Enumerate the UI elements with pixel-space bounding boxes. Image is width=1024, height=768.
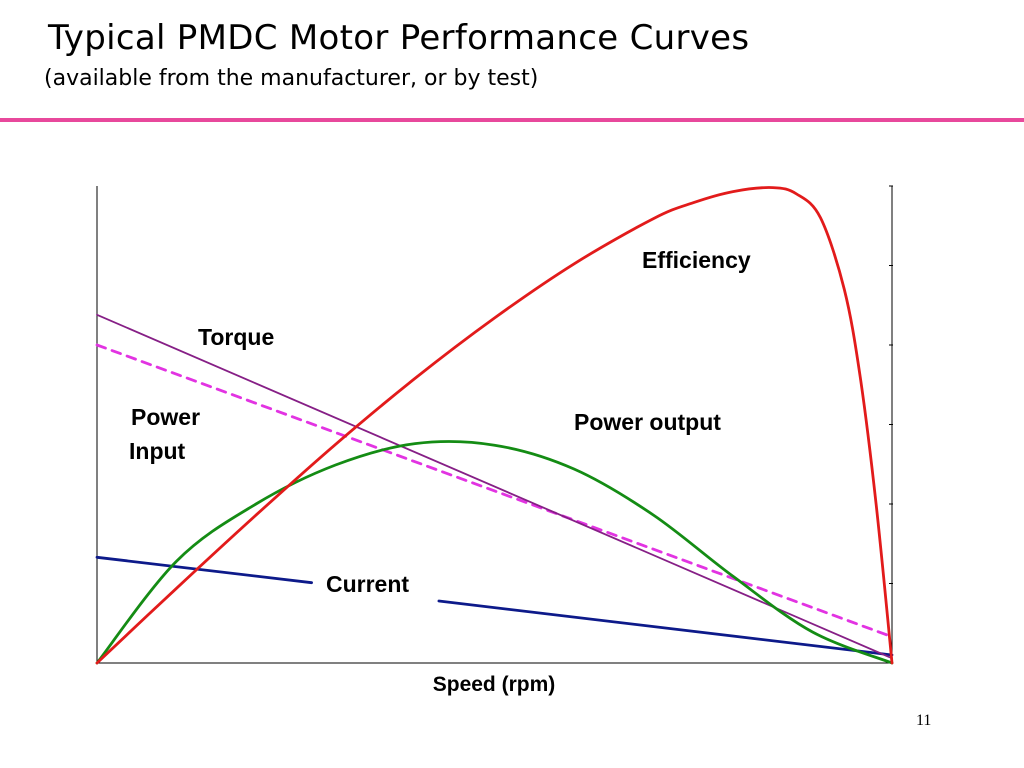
series-power-output <box>95 440 894 665</box>
chart-curves <box>95 186 894 665</box>
series-current-segment-2 <box>437 599 894 657</box>
page-number: 11 <box>916 712 932 729</box>
title-divider <box>0 118 1024 122</box>
chart-axes <box>96 185 893 664</box>
series-power-input <box>95 343 894 639</box>
label-efficiency: Efficiency <box>642 247 751 273</box>
chart-labels: Efficiency Torque Power Input Power outp… <box>129 247 751 696</box>
label-current: Current <box>326 571 409 597</box>
label-torque: Torque <box>198 324 274 350</box>
slide-subtitle: (available from the manufacturer, or by … <box>44 66 539 91</box>
label-power-input-line2: Input <box>129 438 186 464</box>
slide-title: Typical PMDC Motor Performance Curves <box>48 18 750 58</box>
series-torque <box>96 313 893 660</box>
label-power-input-line1: Power <box>131 404 200 430</box>
x-axis-label: Speed (rpm) <box>433 673 556 696</box>
series-current-segment-1 <box>95 555 313 585</box>
label-power-output: Power output <box>574 409 721 435</box>
series-efficiency <box>95 186 894 665</box>
